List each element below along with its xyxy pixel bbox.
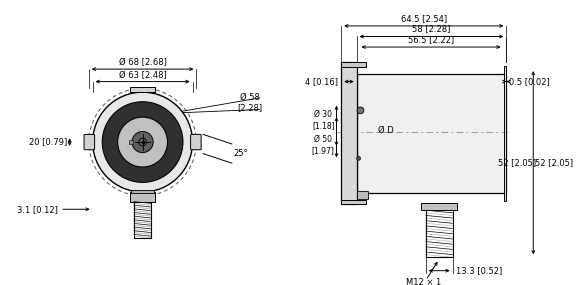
Circle shape	[357, 107, 364, 114]
Text: 4 [0.16]: 4 [0.16]	[305, 77, 339, 86]
Bar	[421, 203, 457, 210]
Text: 3.1 [0.12]: 3.1 [0.12]	[17, 205, 58, 214]
Bar	[357, 74, 506, 193]
Text: Ø 30
[1.18]: Ø 30 [1.18]	[312, 110, 335, 130]
Text: 20 [0.79]: 20 [0.79]	[29, 138, 68, 146]
Circle shape	[93, 92, 192, 192]
Circle shape	[118, 117, 168, 167]
Bar	[503, 66, 506, 201]
Text: 64.5 [2.54]: 64.5 [2.54]	[401, 14, 447, 23]
Text: 52 [2.05]: 52 [2.05]	[535, 158, 573, 167]
Text: 58 [2.28]: 58 [2.28]	[412, 25, 450, 34]
Circle shape	[132, 131, 153, 153]
Bar	[130, 192, 155, 201]
Text: 25°: 25°	[234, 149, 248, 158]
Text: M12 × 1: M12 × 1	[406, 278, 441, 285]
Text: Ø 50
[1.97]: Ø 50 [1.97]	[312, 135, 335, 155]
Bar	[131, 190, 154, 193]
Circle shape	[103, 102, 183, 182]
Bar	[342, 200, 366, 204]
Bar	[342, 62, 366, 67]
Text: 56.5 [2.22]: 56.5 [2.22]	[408, 35, 454, 44]
Bar	[130, 87, 155, 92]
Bar	[357, 191, 368, 199]
Text: Ø D: Ø D	[378, 126, 393, 135]
FancyBboxPatch shape	[191, 135, 201, 150]
FancyBboxPatch shape	[84, 135, 94, 150]
Text: 0.5 [0.02]: 0.5 [0.02]	[509, 77, 550, 86]
Bar	[129, 140, 133, 144]
Circle shape	[357, 156, 361, 160]
Text: 52 [2.05]: 52 [2.05]	[498, 158, 536, 167]
Text: Ø 58
[2.28]: Ø 58 [2.28]	[237, 93, 263, 112]
Text: 13.3 [0.52]: 13.3 [0.52]	[456, 266, 502, 275]
Text: Ø 68 [2.68]: Ø 68 [2.68]	[119, 58, 166, 67]
Text: Ø 63 [2.48]: Ø 63 [2.48]	[119, 71, 166, 80]
Bar	[342, 62, 357, 204]
